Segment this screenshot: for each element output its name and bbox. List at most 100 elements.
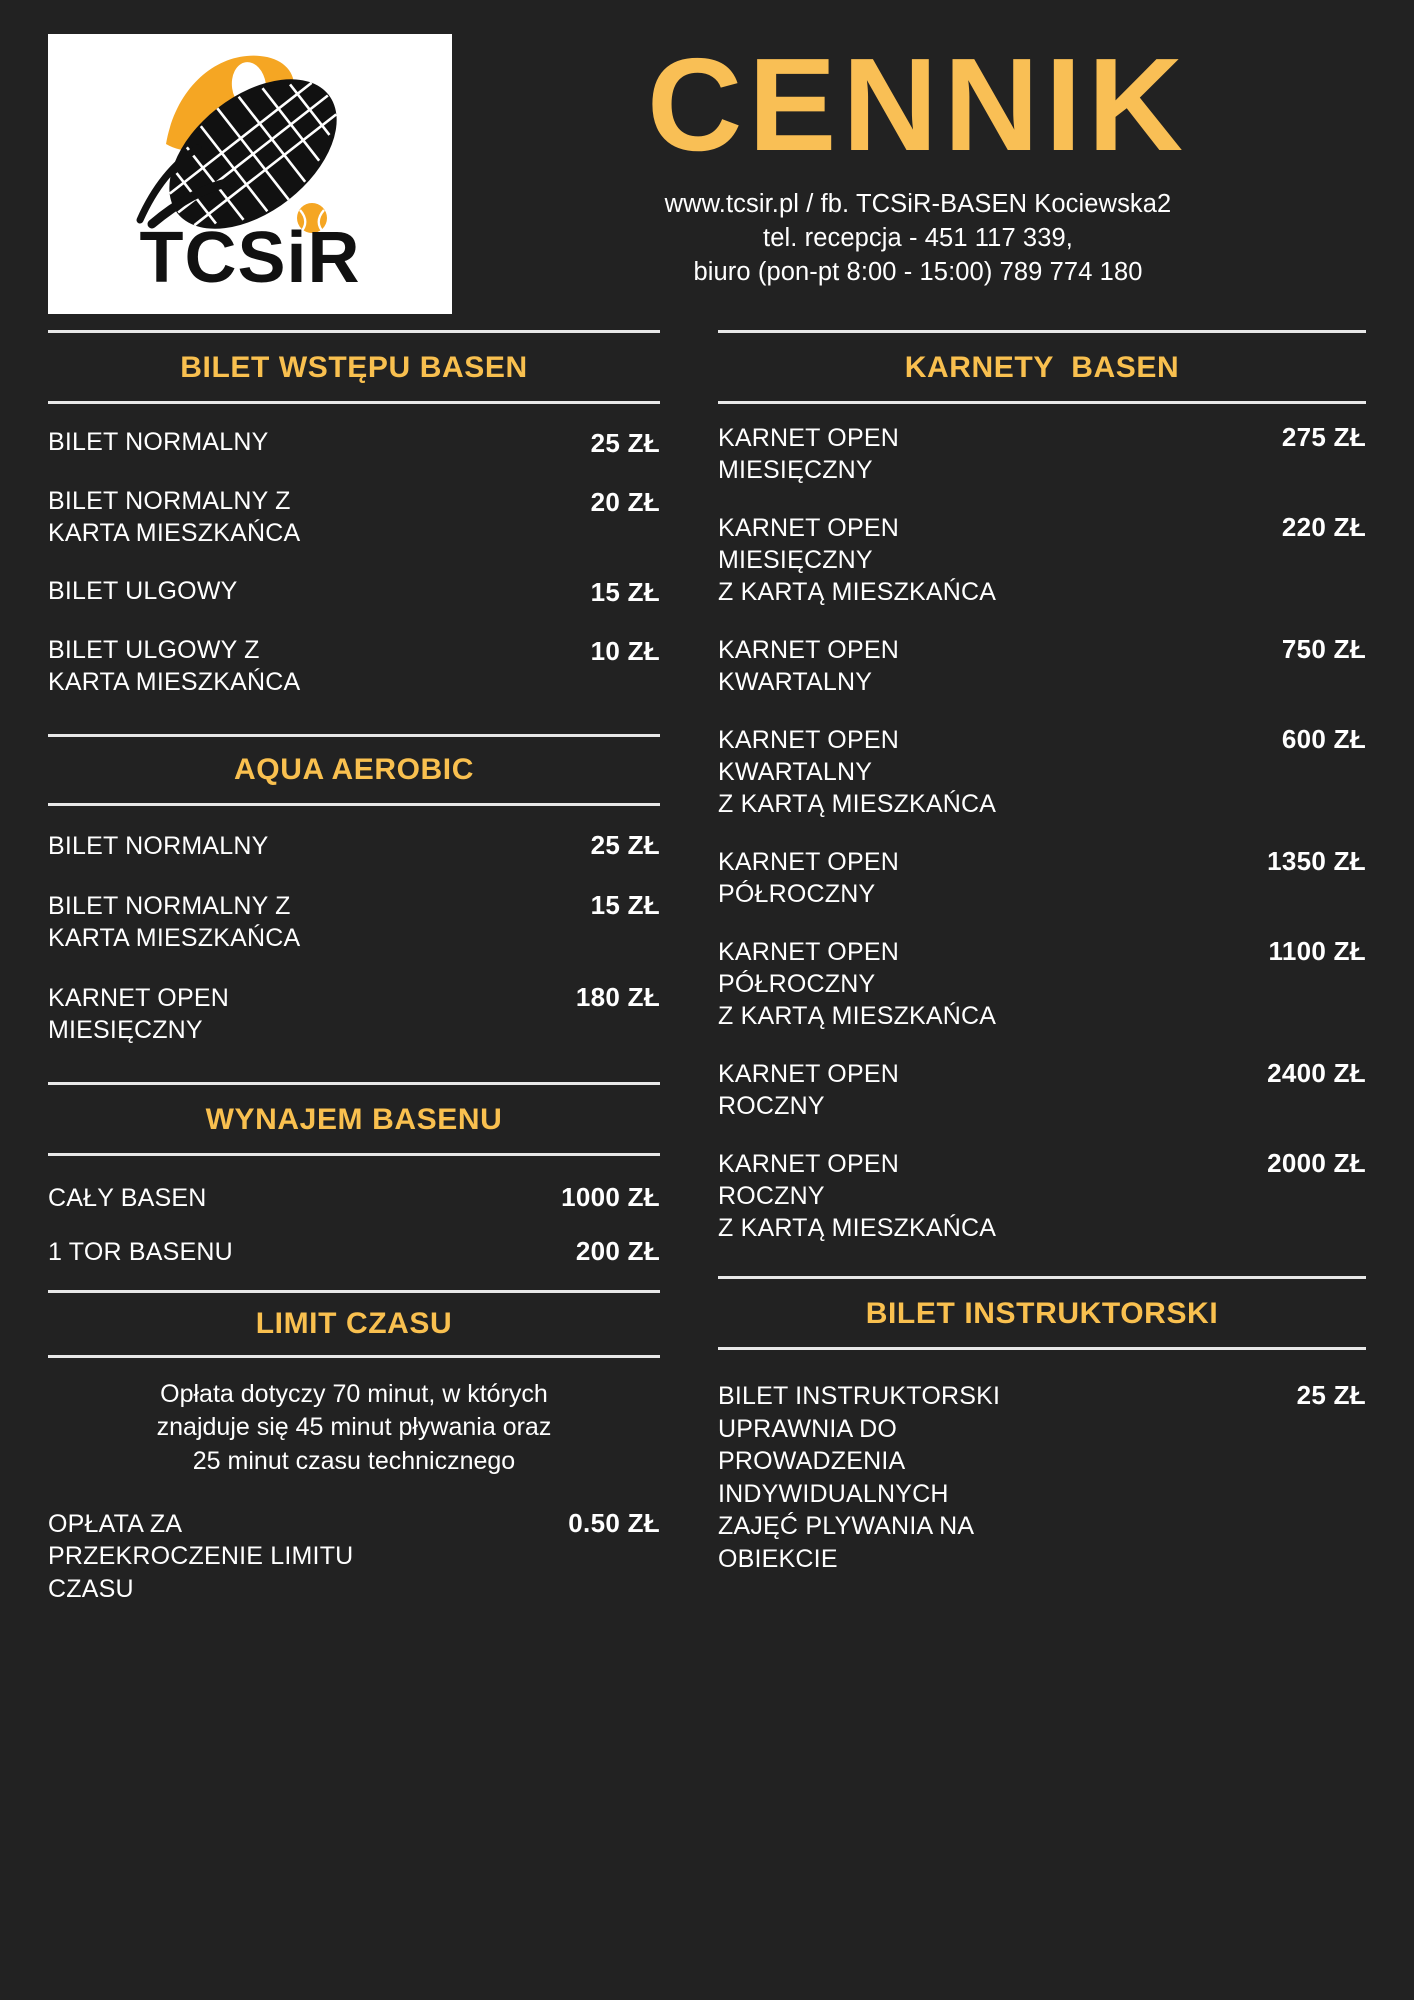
row-price: 1100 ZŁ [1268,936,1366,966]
row-price: 750 ZŁ [1281,634,1366,664]
row-label: KARNET OPEN MIESIĘCZNY [48,984,229,1044]
price-row: BILET NORMALNY Z KARTA MIESZKAŃCA 20 ZŁ [48,485,660,549]
right-column: KARNETY BASEN KARNET OPEN MIESIĘCZNY 275… [718,330,1366,1605]
page-title: CENNIK [646,31,1190,178]
price-row: KARNET OPEN PÓŁROCZNY Z KARTĄ MIESZKAŃCA… [718,936,1366,1032]
row-price: 20 ZŁ [590,487,660,517]
price-row: BILET NORMALNY 25 ZŁ [48,830,660,862]
section-karnety-basen: KARNETY BASEN KARNET OPEN MIESIĘCZNY 275… [718,330,1366,1244]
row-price: 2400 ZŁ [1267,1058,1366,1088]
section-title-bilet-wstepu-basen: BILET WSTĘPU BASEN [180,351,528,384]
row-label: 1 TOR BASENU [48,1238,233,1266]
row-label: BILET NORMALNY [48,832,269,860]
section-aqua-aerobic: AQUA AEROBIC BILET NORMALNY 25 ZŁ BILET … [48,734,660,1046]
row-price: 1000 ZŁ [561,1182,660,1212]
divider [48,1153,660,1156]
logo-container: TCSiR [48,34,452,314]
row-price: 180 ZŁ [575,982,660,1012]
divider [718,1276,1366,1279]
price-row: KARNET OPEN PÓŁROCZNY 1350 ZŁ [718,846,1366,910]
divider [718,330,1366,333]
section-title-limit-czasu: LIMIT CZASU [255,1307,453,1340]
header-text-block: CENNIK www.tcsir.pl / fb. TCSiR-BASEN Ko… [452,34,1374,289]
rows-wynajem-basenu: CAŁY BASEN 1000 ZŁ 1 TOR BASENU 200 ZŁ [48,1182,660,1268]
left-column: BILET WSTĘPU BASEN BILET NORMALNY 25 ZŁ … [48,330,660,1605]
section-limit-czasu: LIMIT CZASU Opłata dotyczy 70 minut, w k… [48,1290,660,1605]
price-row: KARNET OPEN KWARTALNY 750 ZŁ [718,634,1366,698]
price-row: KARNET OPEN KWARTALNY Z KARTĄ MIESZKAŃCA… [718,724,1366,820]
price-row: OPŁATA ZA PRZEKROCZENIE LIMITU CZASU 0.5… [48,1508,660,1606]
row-price: 275 ZŁ [1281,422,1366,452]
section-title-bilet-instruktorski: BILET INSTRUKTORSKI [865,1297,1219,1330]
price-row: BILET NORMALNY Z KARTA MIESZKAŃCA 15 ZŁ [48,890,660,954]
divider [48,1355,660,1358]
price-row: BILET NORMALNY 25 ZŁ [48,426,660,459]
divider [48,803,660,806]
row-price: 200 ZŁ [575,1236,660,1266]
row-label: BILET INSTRUKTORSKI UPRAWNIA DO PROWADZE… [718,1382,1001,1573]
row-price: 1350 ZŁ [1267,846,1366,876]
row-label: KARNET OPEN ROCZNY Z KARTĄ MIESZKAŃCA [718,1150,997,1242]
divider [718,401,1366,404]
rows-bilet-wstepu-basen: BILET NORMALNY 25 ZŁ BILET NORMALNY Z KA… [48,426,660,698]
row-label: KARNET OPEN ROCZNY [718,1060,899,1120]
row-price: 0.50 ZŁ [568,1507,660,1538]
rows-karnety-basen: KARNET OPEN MIESIĘCZNY 275 ZŁ KARNET OPE… [718,422,1366,1244]
contact-reception-phone: tel. recepcja - 451 117 339, [763,223,1073,252]
row-label: BILET NORMALNY Z KARTA MIESZKAŃCA [48,487,301,547]
page-header: TCSiR CENNIK www.tcsir.pl / fb. TCSiR-BA… [0,0,1414,330]
row-label: CAŁY BASEN [48,1184,207,1212]
section-title-aqua-aerobic: AQUA AEROBIC [234,753,474,786]
row-label: BILET NORMALNY [48,428,269,456]
tcsir-logo-icon: TCSiR [48,34,452,314]
row-price: 2000 ZŁ [1267,1148,1366,1178]
divider [48,734,660,737]
section-title-wynajem-basenu: WYNAJEM BASENU [205,1103,503,1136]
price-row: 1 TOR BASENU 200 ZŁ [48,1236,660,1268]
limit-czasu-note: Opłata dotyczy 70 minut, w których znajd… [156,1380,552,1475]
price-row: BILET ULGOWY Z KARTA MIESZKAŃCA 10 ZŁ [48,634,660,698]
row-price: 25 ZŁ [1296,1380,1366,1410]
row-price: 15 ZŁ [590,890,660,920]
divider [48,330,660,333]
contact-website: www.tcsir.pl / fb. TCSiR-BASEN Kociewska… [664,189,1172,218]
rows-bilet-instruktorski: BILET INSTRUKTORSKI UPRAWNIA DO PROWADZE… [718,1380,1366,1575]
price-row: CAŁY BASEN 1000 ZŁ [48,1182,660,1214]
row-label: OPŁATA ZA PRZEKROCZENIE LIMITU CZASU [48,1509,354,1603]
divider [48,401,660,404]
row-price: 25 ZŁ [590,830,660,860]
divider [718,1347,1366,1350]
row-label: BILET ULGOWY Z KARTA MIESZKAŃCA [48,636,301,696]
row-label: KARNET OPEN PÓŁROCZNY [718,848,899,908]
row-price: 600 ZŁ [1281,724,1366,754]
svg-text:TCSiR: TCSiR [140,218,361,298]
row-label: KARNET OPEN KWARTALNY [718,636,899,696]
row-label: KARNET OPEN MIESIĘCZNY Z KARTĄ MIESZKAŃC… [718,514,997,606]
price-row: KARNET OPEN MIESIĘCZNY 275 ZŁ [718,422,1366,486]
section-bilet-instruktorski: BILET INSTRUKTORSKI BILET INSTRUKTORSKI … [718,1276,1366,1575]
section-title-karnety-basen: KARNETY BASEN [904,351,1180,384]
section-wynajem-basenu: WYNAJEM BASENU CAŁY BASEN 1000 ZŁ 1 TOR … [48,1082,660,1268]
row-label: KARNET OPEN KWARTALNY Z KARTĄ MIESZKAŃCA [718,726,997,818]
price-row: KARNET OPEN ROCZNY Z KARTĄ MIESZKAŃCA 20… [718,1148,1366,1244]
divider [48,1290,660,1293]
price-row: KARNET OPEN MIESIĘCZNY Z KARTĄ MIESZKAŃC… [718,512,1366,608]
section-bilet-wstepu-basen: BILET WSTĘPU BASEN BILET NORMALNY 25 ZŁ … [48,330,660,698]
price-row: KARNET OPEN ROCZNY 2400 ZŁ [718,1058,1366,1122]
rows-limit-czasu: OPŁATA ZA PRZEKROCZENIE LIMITU CZASU 0.5… [48,1508,660,1606]
row-label: KARNET OPEN PÓŁROCZNY Z KARTĄ MIESZKAŃCA [718,938,997,1030]
row-label: BILET NORMALNY Z KARTA MIESZKAŃCA [48,892,301,952]
price-row: BILET INSTRUKTORSKI UPRAWNIA DO PROWADZE… [718,1380,1366,1575]
rows-aqua-aerobic: BILET NORMALNY 25 ZŁ BILET NORMALNY Z KA… [48,830,660,1046]
row-price: 15 ZŁ [590,577,660,607]
divider [48,1082,660,1085]
price-row: BILET ULGOWY 15 ZŁ [48,575,660,608]
price-row: KARNET OPEN MIESIĘCZNY 180 ZŁ [48,982,660,1046]
row-label: KARNET OPEN MIESIĘCZNY [718,424,899,484]
row-label: BILET ULGOWY [48,577,238,605]
row-price: 220 ZŁ [1281,512,1366,542]
pricelist-columns: BILET WSTĘPU BASEN BILET NORMALNY 25 ZŁ … [0,330,1414,1605]
row-price: 10 ZŁ [590,636,660,666]
row-price: 25 ZŁ [590,428,660,458]
